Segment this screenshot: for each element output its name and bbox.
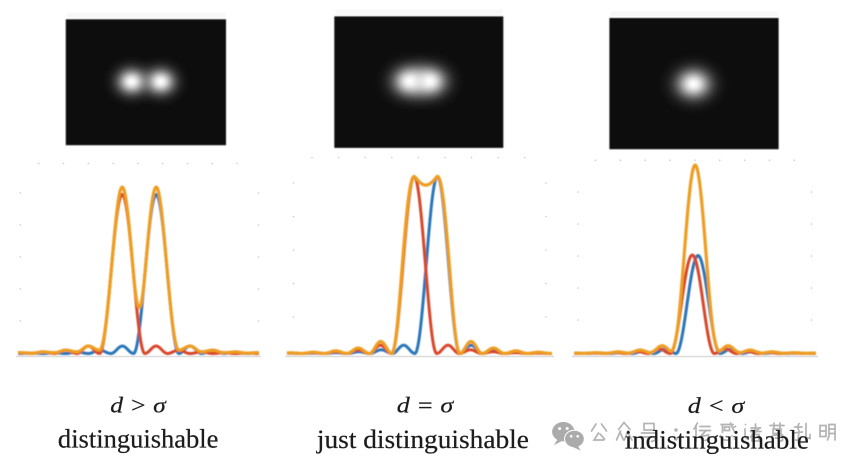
svg-text:d < σ: d < σ [688,393,746,418]
svg-text:indistinguishable: indistinguishable [625,426,809,455]
svg-text:d > σ: d > σ [110,392,167,417]
svg-text:d = σ: d = σ [397,392,455,417]
svg-text:distinguishable: distinguishable [58,424,219,453]
svg-text:just distinguishable: just distinguishable [316,425,529,454]
